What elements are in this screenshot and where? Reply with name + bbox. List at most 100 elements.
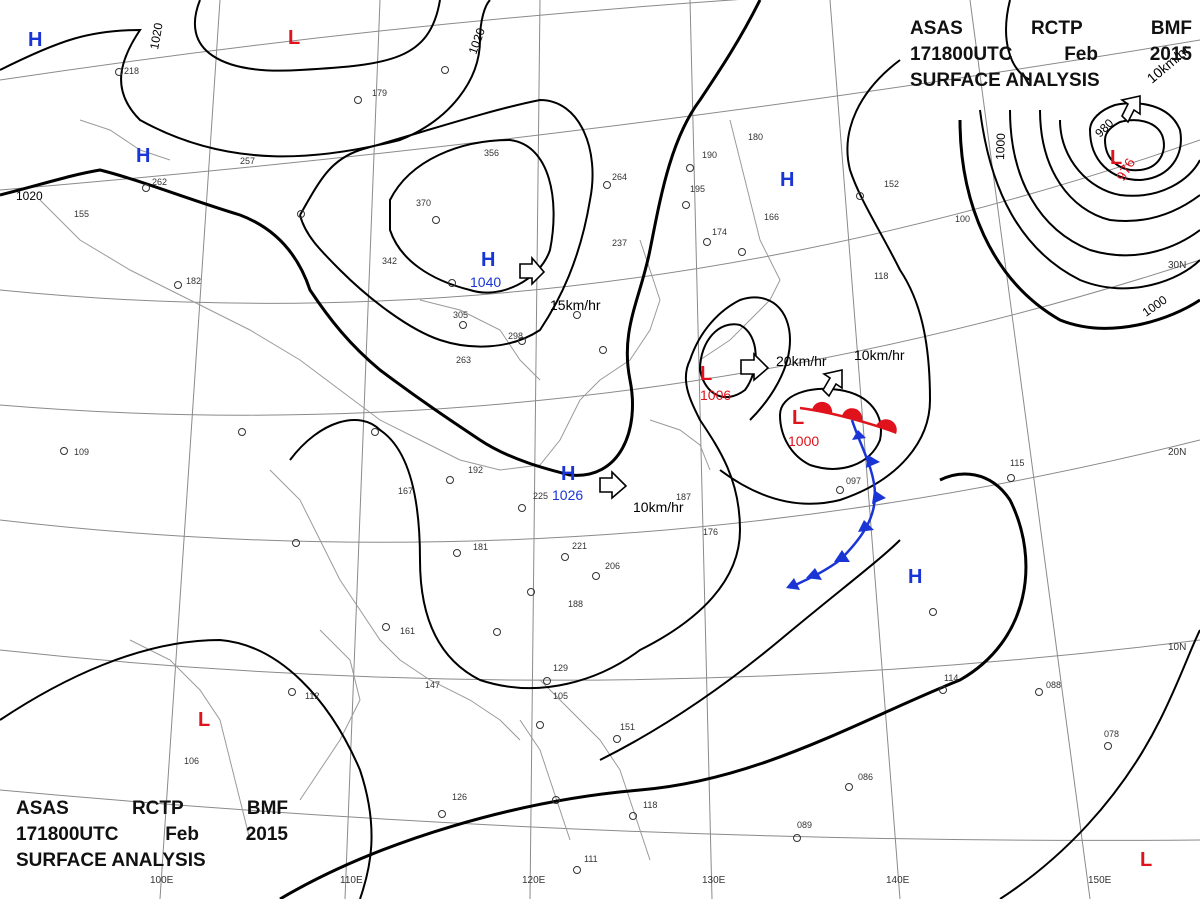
isobar-label: 1020 [147, 21, 165, 50]
isobar [289, 296, 792, 690]
station-value: 088 [1046, 680, 1061, 690]
valid-year: 2015 [1149, 44, 1192, 65]
station-value: 100 [955, 214, 970, 224]
station-value: 180 [748, 132, 763, 142]
station-value: 097 [846, 476, 861, 486]
longitude-label: 110E [340, 875, 363, 886]
low-center-marker: L [700, 363, 712, 385]
valid-month: Feb [1064, 44, 1098, 65]
longitude-label: 100E [150, 875, 174, 886]
longitude-label: 150E [1088, 875, 1112, 886]
station-value: 206 [605, 561, 620, 571]
station-value: 218 [124, 66, 139, 76]
isobar [0, 0, 491, 158]
station-value: 118 [874, 271, 888, 281]
movement-arrow [519, 255, 546, 286]
station-value: 176 [703, 527, 718, 537]
issuer-code: BMF [1150, 18, 1192, 39]
low-center-marker: L [1110, 147, 1122, 169]
station-value: 370 [416, 198, 431, 208]
coordinate-labels: 100E 110E 120E 130E 140E 150E 30N 20N 10… [150, 260, 1186, 886]
station-value: 305 [453, 310, 468, 320]
map-header-bottom-left: ASAS RCTP BMF 171800UTC Feb 2015 SURFACE… [16, 796, 288, 874]
isobar [1005, 0, 1031, 81]
station-value: 129 [553, 663, 568, 673]
high-center-marker: H [481, 249, 495, 271]
product-line: ASAS RCTP BMF [910, 16, 1192, 42]
high-center-marker: H [561, 463, 575, 485]
valid-time: 171800UTC [16, 824, 119, 845]
cold-front-marker [866, 455, 880, 468]
station-value: 264 [612, 172, 627, 182]
movement-label: 10km/hr [854, 347, 905, 363]
station-value: 257 [240, 156, 255, 166]
station-value: 114 [944, 673, 958, 683]
station-value: 179 [372, 88, 387, 98]
isobar [389, 138, 555, 294]
high-center-marker: H [908, 566, 922, 588]
station-value: 147 [425, 680, 440, 690]
cold-front [786, 419, 886, 590]
station-value: 298 [508, 331, 523, 341]
isobar [778, 387, 882, 470]
pressure-centers: H H L H 1040 H 1026 H L 1006 L 1000 L 97… [28, 27, 1152, 871]
station-value: 118 [643, 800, 657, 810]
movement-arrow [1119, 95, 1141, 124]
valid-time: 171800UTC [910, 44, 1013, 65]
station-value: 356 [484, 148, 499, 158]
high-center-value: 1026 [552, 487, 583, 503]
station-value: 167 [398, 486, 413, 496]
high-center-marker: H [136, 145, 150, 167]
low-center-value: 1006 [700, 387, 731, 403]
low-center-marker: L [1140, 849, 1152, 871]
station-dots [60, 66, 1112, 874]
station-value: 187 [676, 492, 691, 502]
isobar [698, 323, 757, 399]
cold-front-marker [806, 568, 822, 580]
isobar-label: 1020 [16, 189, 43, 203]
isobar [0, 638, 373, 899]
movement-arrows [519, 95, 1141, 500]
product-line: ASAS RCTP BMF [16, 796, 288, 822]
valid-year: 2015 [245, 824, 288, 845]
station-value: 190 [702, 150, 717, 160]
time-line: 171800UTC Feb 2015 [16, 822, 288, 848]
station-value: 181 [473, 542, 488, 552]
station-value: 089 [797, 820, 812, 830]
issuer-code: BMF [246, 798, 288, 819]
station-value: 237 [612, 238, 627, 248]
chart-type: SURFACE ANALYSIS [16, 850, 206, 871]
isobar [958, 119, 1200, 330]
map-header-top-right: ASAS RCTP BMF 171800UTC Feb 2015 SURFACE… [910, 16, 1192, 94]
station-value: 192 [468, 465, 483, 475]
isobar [279, 472, 1028, 899]
isobar [1009, 109, 1200, 257]
latitude-label: 20N [1168, 447, 1186, 458]
cold-front-marker [858, 520, 874, 532]
isobar [979, 109, 1200, 290]
station-value: 221 [572, 541, 587, 551]
warm-front-marker [842, 408, 863, 421]
isobar-label: 1000 [993, 133, 1008, 160]
longitude-label: 140E [886, 875, 910, 886]
movement-label: 10km/hr [633, 499, 684, 515]
station-value: 152 [884, 179, 899, 189]
isobar [999, 629, 1200, 899]
station-value: 105 [553, 691, 568, 701]
time-line: 171800UTC Feb 2015 [910, 42, 1192, 68]
low-center-marker: L [792, 407, 804, 429]
station-code: RCTP [1030, 18, 1083, 39]
movement-arrow [599, 470, 628, 500]
low-center-marker: L [198, 709, 210, 731]
high-center-marker: H [28, 29, 42, 51]
station-numbers: 218 179 257 262 155 182 356 370 342 305 … [74, 66, 1119, 864]
longitude-label: 120E [522, 875, 546, 886]
station-value: 112 [305, 691, 319, 701]
latitude-label: 30N [1168, 260, 1186, 271]
station-value: 166 [764, 212, 779, 222]
high-center-marker: H [780, 169, 794, 191]
movement-arrow [740, 352, 770, 382]
